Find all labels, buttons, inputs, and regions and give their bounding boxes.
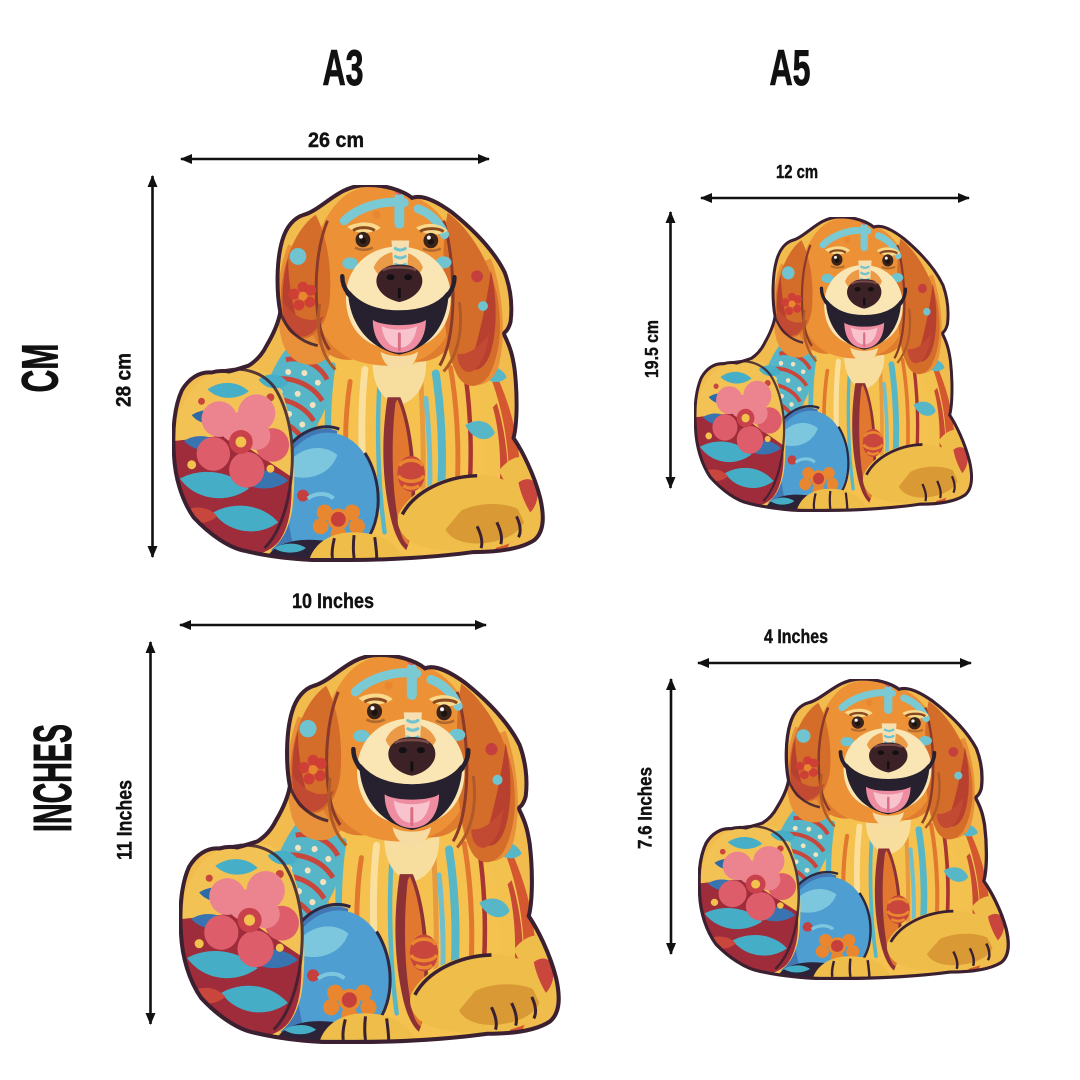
- svg-text:12 cm: 12 cm: [776, 162, 818, 182]
- svg-text:11 Inches: 11 Inches: [114, 780, 137, 860]
- svg-text:4 Inches: 4 Inches: [764, 627, 828, 648]
- svg-text:7.6 Inches: 7.6 Inches: [636, 767, 657, 849]
- svg-text:CM: CM: [12, 344, 69, 393]
- svg-text:19.5 cm: 19.5 cm: [642, 320, 662, 378]
- svg-text:A5: A5: [770, 40, 811, 96]
- svg-text:A3: A3: [323, 40, 364, 96]
- svg-text:10 Inches: 10 Inches: [292, 590, 374, 613]
- svg-text:26 cm: 26 cm: [308, 129, 364, 152]
- svg-text:28 cm: 28 cm: [113, 353, 136, 407]
- svg-text:INCHES: INCHES: [23, 724, 83, 832]
